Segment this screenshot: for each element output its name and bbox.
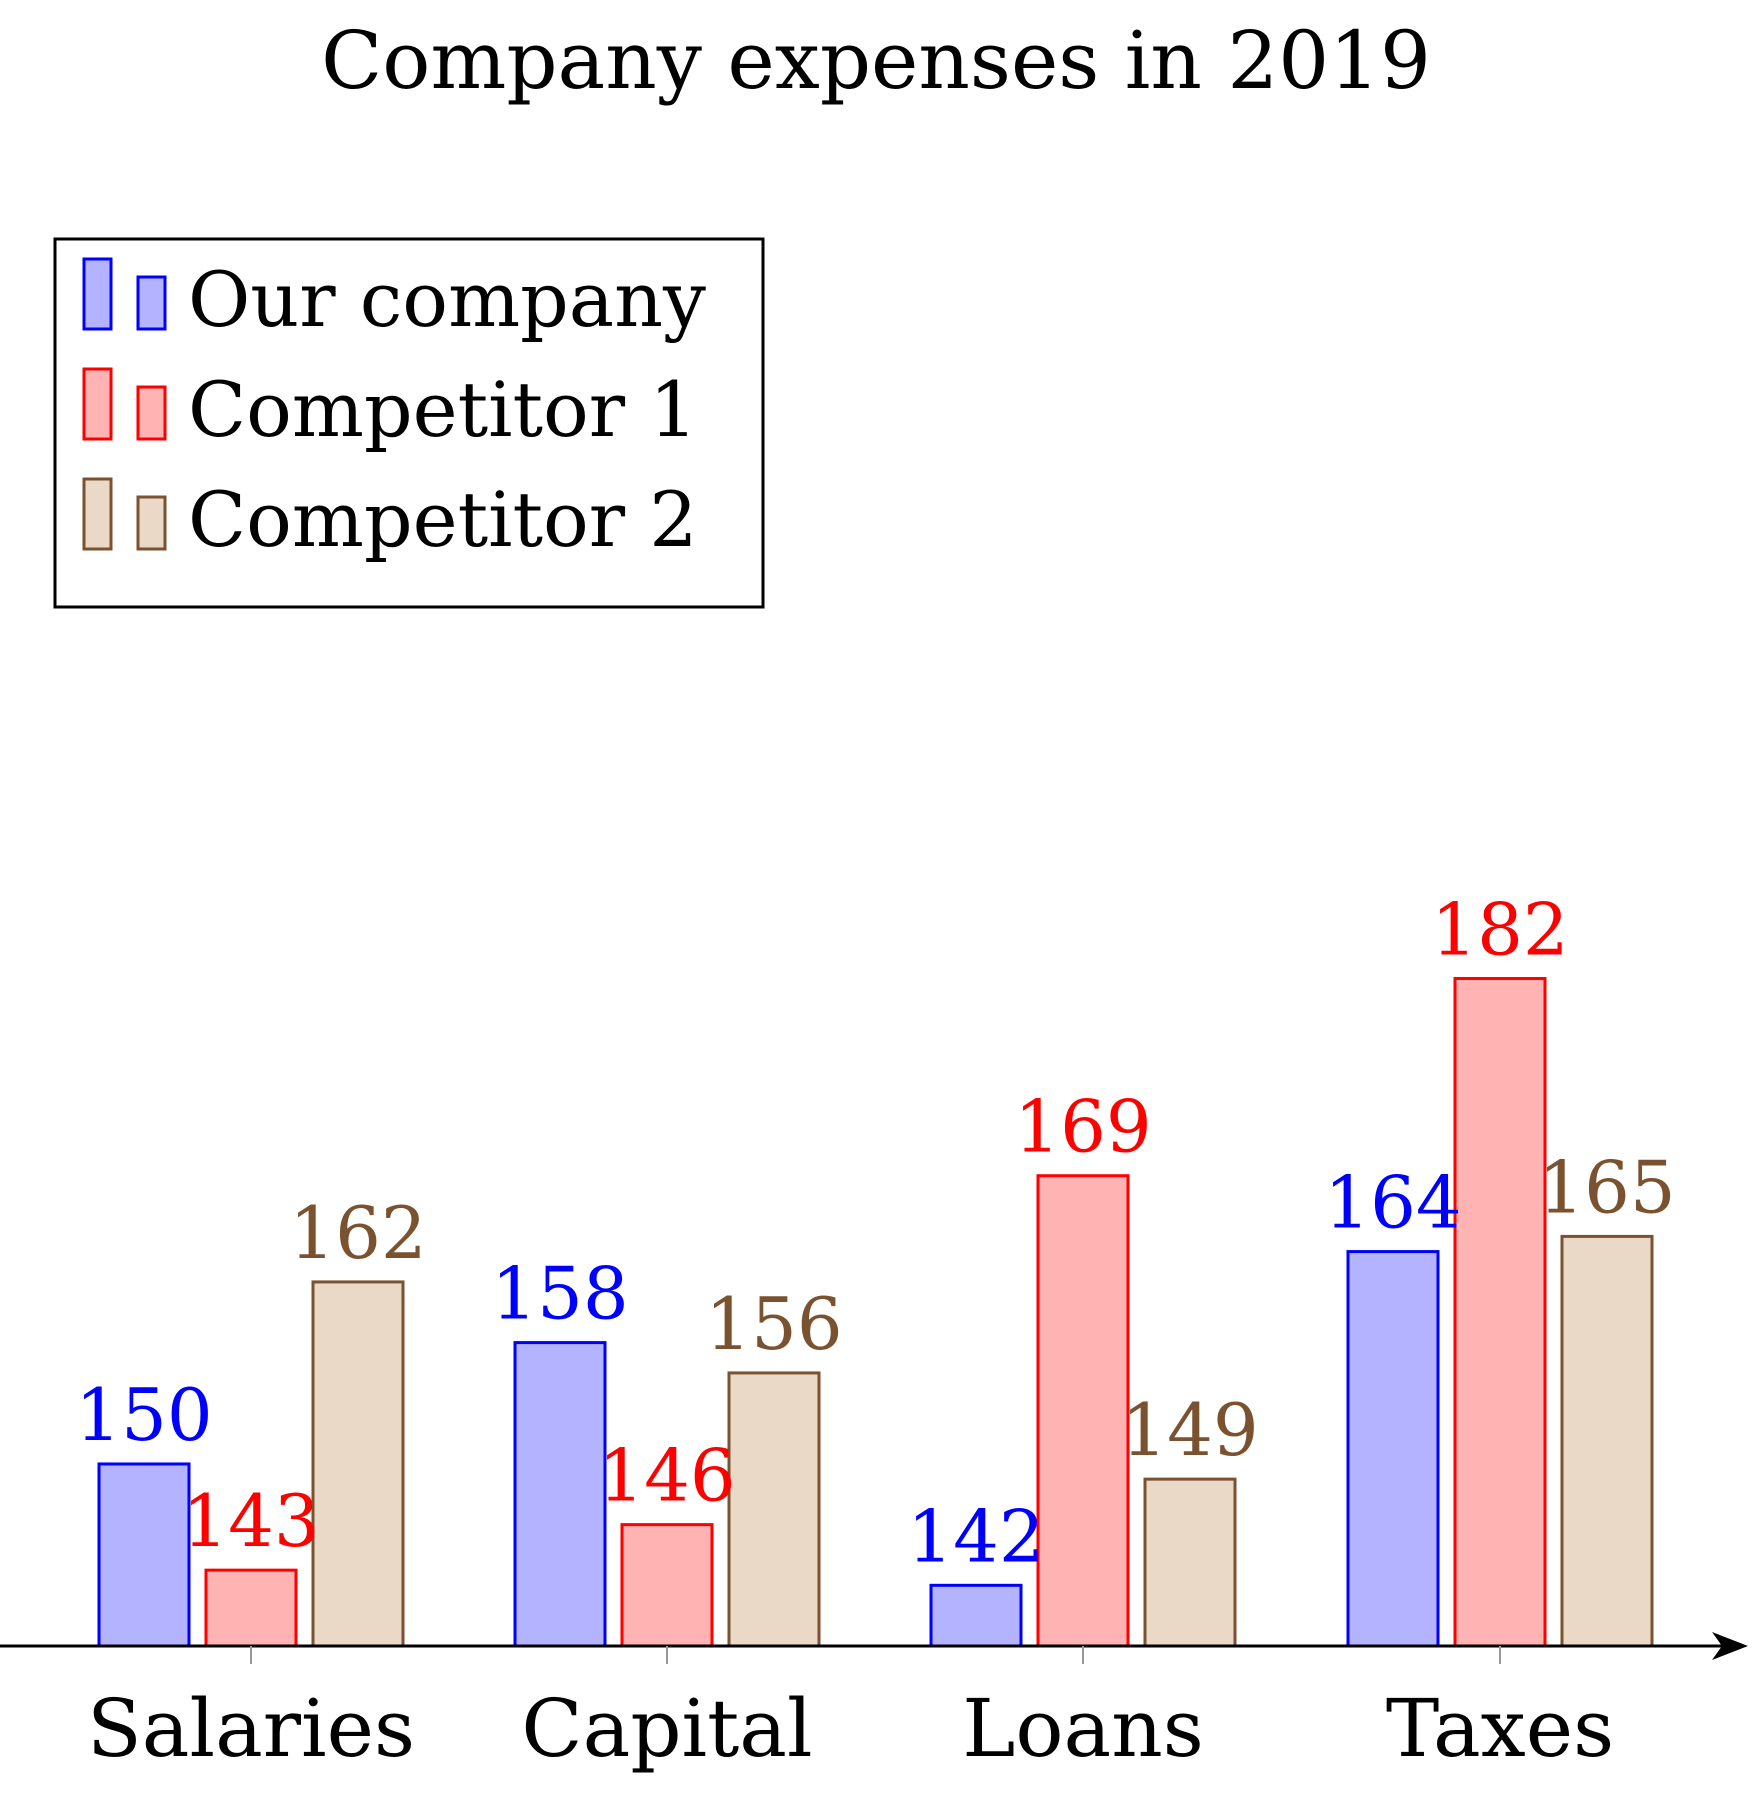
bars-layer bbox=[97, 977, 1654, 1648]
bar-competitor-2-taxes bbox=[1560, 1234, 1654, 1648]
data-label-competitor-1-salaries: 143 bbox=[182, 1479, 319, 1563]
data-label-competitor-2-capital: 156 bbox=[705, 1282, 842, 1366]
bar-our-company-taxes bbox=[1346, 1250, 1440, 1648]
bar-competitor-2-salaries bbox=[311, 1280, 405, 1648]
data-label-competitor-1-capital: 146 bbox=[598, 1434, 735, 1518]
bar-competitor-2-loans bbox=[1143, 1477, 1237, 1648]
bar-competitor-2-capital bbox=[727, 1371, 821, 1648]
data-label-competitor-2-taxes: 165 bbox=[1538, 1145, 1675, 1229]
legend-swatch-small-competitor-2 bbox=[136, 495, 167, 551]
legend-label-our-company: Our company bbox=[188, 255, 706, 344]
legend-swatch-competitor-2 bbox=[82, 477, 113, 551]
bar-our-company-capital bbox=[513, 1341, 607, 1648]
chart-title: Company expenses in 2019 bbox=[321, 14, 1431, 107]
legend-label-competitor-1: Competitor 1 bbox=[188, 365, 698, 454]
legend-swatch-small-our-company bbox=[136, 275, 167, 331]
bar-competitor-1-loans bbox=[1036, 1174, 1130, 1648]
x-axis: Salaries Capital Loans Taxes bbox=[0, 1632, 1748, 1775]
bar-our-company-salaries bbox=[97, 1462, 191, 1648]
bar-competitor-1-capital bbox=[620, 1523, 714, 1648]
bar-our-company-loans bbox=[929, 1583, 1023, 1648]
x-tick-label-salaries: Salaries bbox=[87, 1682, 415, 1775]
data-labels-layer: 150 158 142 164 143 146 169 182 162 156 149 165 bbox=[75, 888, 1675, 1579]
data-label-competitor-2-salaries: 162 bbox=[289, 1191, 426, 1275]
data-label-our-company-capital: 158 bbox=[491, 1252, 628, 1336]
data-label-our-company-loans: 142 bbox=[907, 1494, 1044, 1578]
data-label-our-company-salaries: 150 bbox=[75, 1373, 212, 1457]
bar-competitor-1-taxes bbox=[1453, 977, 1547, 1648]
legend-label-competitor-2: Competitor 2 bbox=[188, 475, 698, 564]
x-tick-label-loans: Loans bbox=[962, 1682, 1204, 1775]
legend: Our company Competitor 1 Competitor 2 bbox=[53, 237, 765, 609]
legend-swatch-competitor-1 bbox=[82, 367, 113, 441]
legend-swatch-small-competitor-1 bbox=[136, 385, 167, 441]
x-axis-arrow bbox=[1712, 1632, 1748, 1660]
data-label-competitor-2-loans: 149 bbox=[1121, 1388, 1258, 1472]
data-label-competitor-1-taxes: 182 bbox=[1431, 888, 1568, 972]
x-tick-label-capital: Capital bbox=[521, 1682, 812, 1775]
data-label-competitor-1-loans: 169 bbox=[1014, 1085, 1151, 1169]
legend-swatch-our-company bbox=[82, 257, 113, 331]
x-tick-label-taxes: Taxes bbox=[1386, 1682, 1614, 1775]
data-label-our-company-taxes: 164 bbox=[1324, 1161, 1461, 1245]
legend-box bbox=[53, 237, 765, 609]
bar-competitor-1-salaries bbox=[204, 1568, 298, 1648]
